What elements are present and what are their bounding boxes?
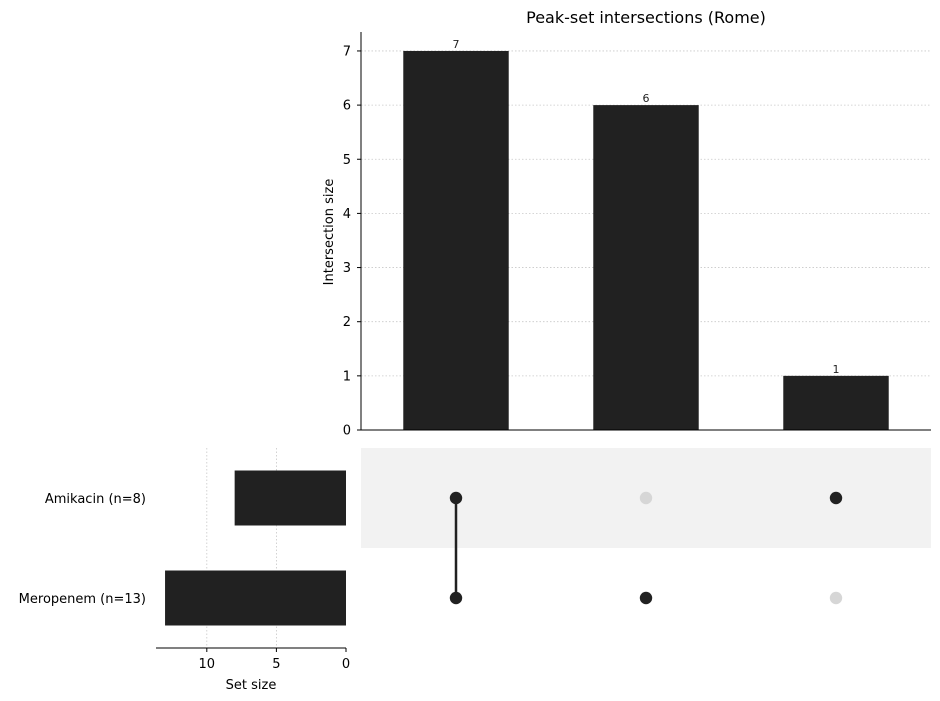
intersection-bar (403, 50, 509, 430)
y-axis-label: Intersection size (322, 179, 337, 286)
y-tick-label: 3 (343, 261, 351, 276)
set-size-tick-label: 0 (342, 657, 350, 672)
y-tick-label: 6 (343, 99, 351, 114)
intersection-bar (593, 105, 699, 430)
set-size-bar (165, 570, 346, 626)
set-name-label: Amikacin (n=8) (45, 492, 146, 507)
set-name-label: Meropenem (n=13) (19, 592, 146, 607)
set-size-tick-label: 10 (199, 657, 216, 672)
labels: Peak-set intersections (Rome) Intersecti… (226, 8, 766, 693)
intersection-bars: 7 6 1 (403, 38, 889, 430)
bar-value-label: 7 (453, 38, 460, 51)
axes: 0 1 2 3 4 5 6 7 10 5 0 (156, 32, 931, 672)
set-size-bar (234, 470, 346, 526)
bar-value-label: 1 (833, 363, 840, 376)
set-size-tick-label: 5 (272, 657, 280, 672)
membership-matrix (449, 491, 843, 605)
y-tick-label: 1 (343, 369, 351, 384)
y-tick-label: 7 (343, 44, 351, 59)
membership-dot-active (449, 591, 463, 605)
membership-dot-active (449, 491, 463, 505)
membership-dot-active (829, 491, 843, 505)
set-size-axis-label: Set size (226, 678, 277, 693)
chart-title: Peak-set intersections (Rome) (526, 8, 766, 27)
grid-layer (206, 50, 931, 648)
membership-dot-inactive (639, 491, 653, 505)
membership-dot-active (639, 591, 653, 605)
bar-value-label: 6 (643, 92, 650, 105)
membership-dot-inactive (829, 591, 843, 605)
set-size-bars: Amikacin (n=8) Meropenem (n=13) (19, 470, 346, 626)
y-tick-label: 5 (343, 153, 351, 168)
y-tick-label: 2 (343, 315, 351, 330)
y-tick-label: 4 (343, 207, 351, 222)
intersection-bar (783, 375, 889, 430)
y-tick-label: 0 (343, 424, 351, 439)
